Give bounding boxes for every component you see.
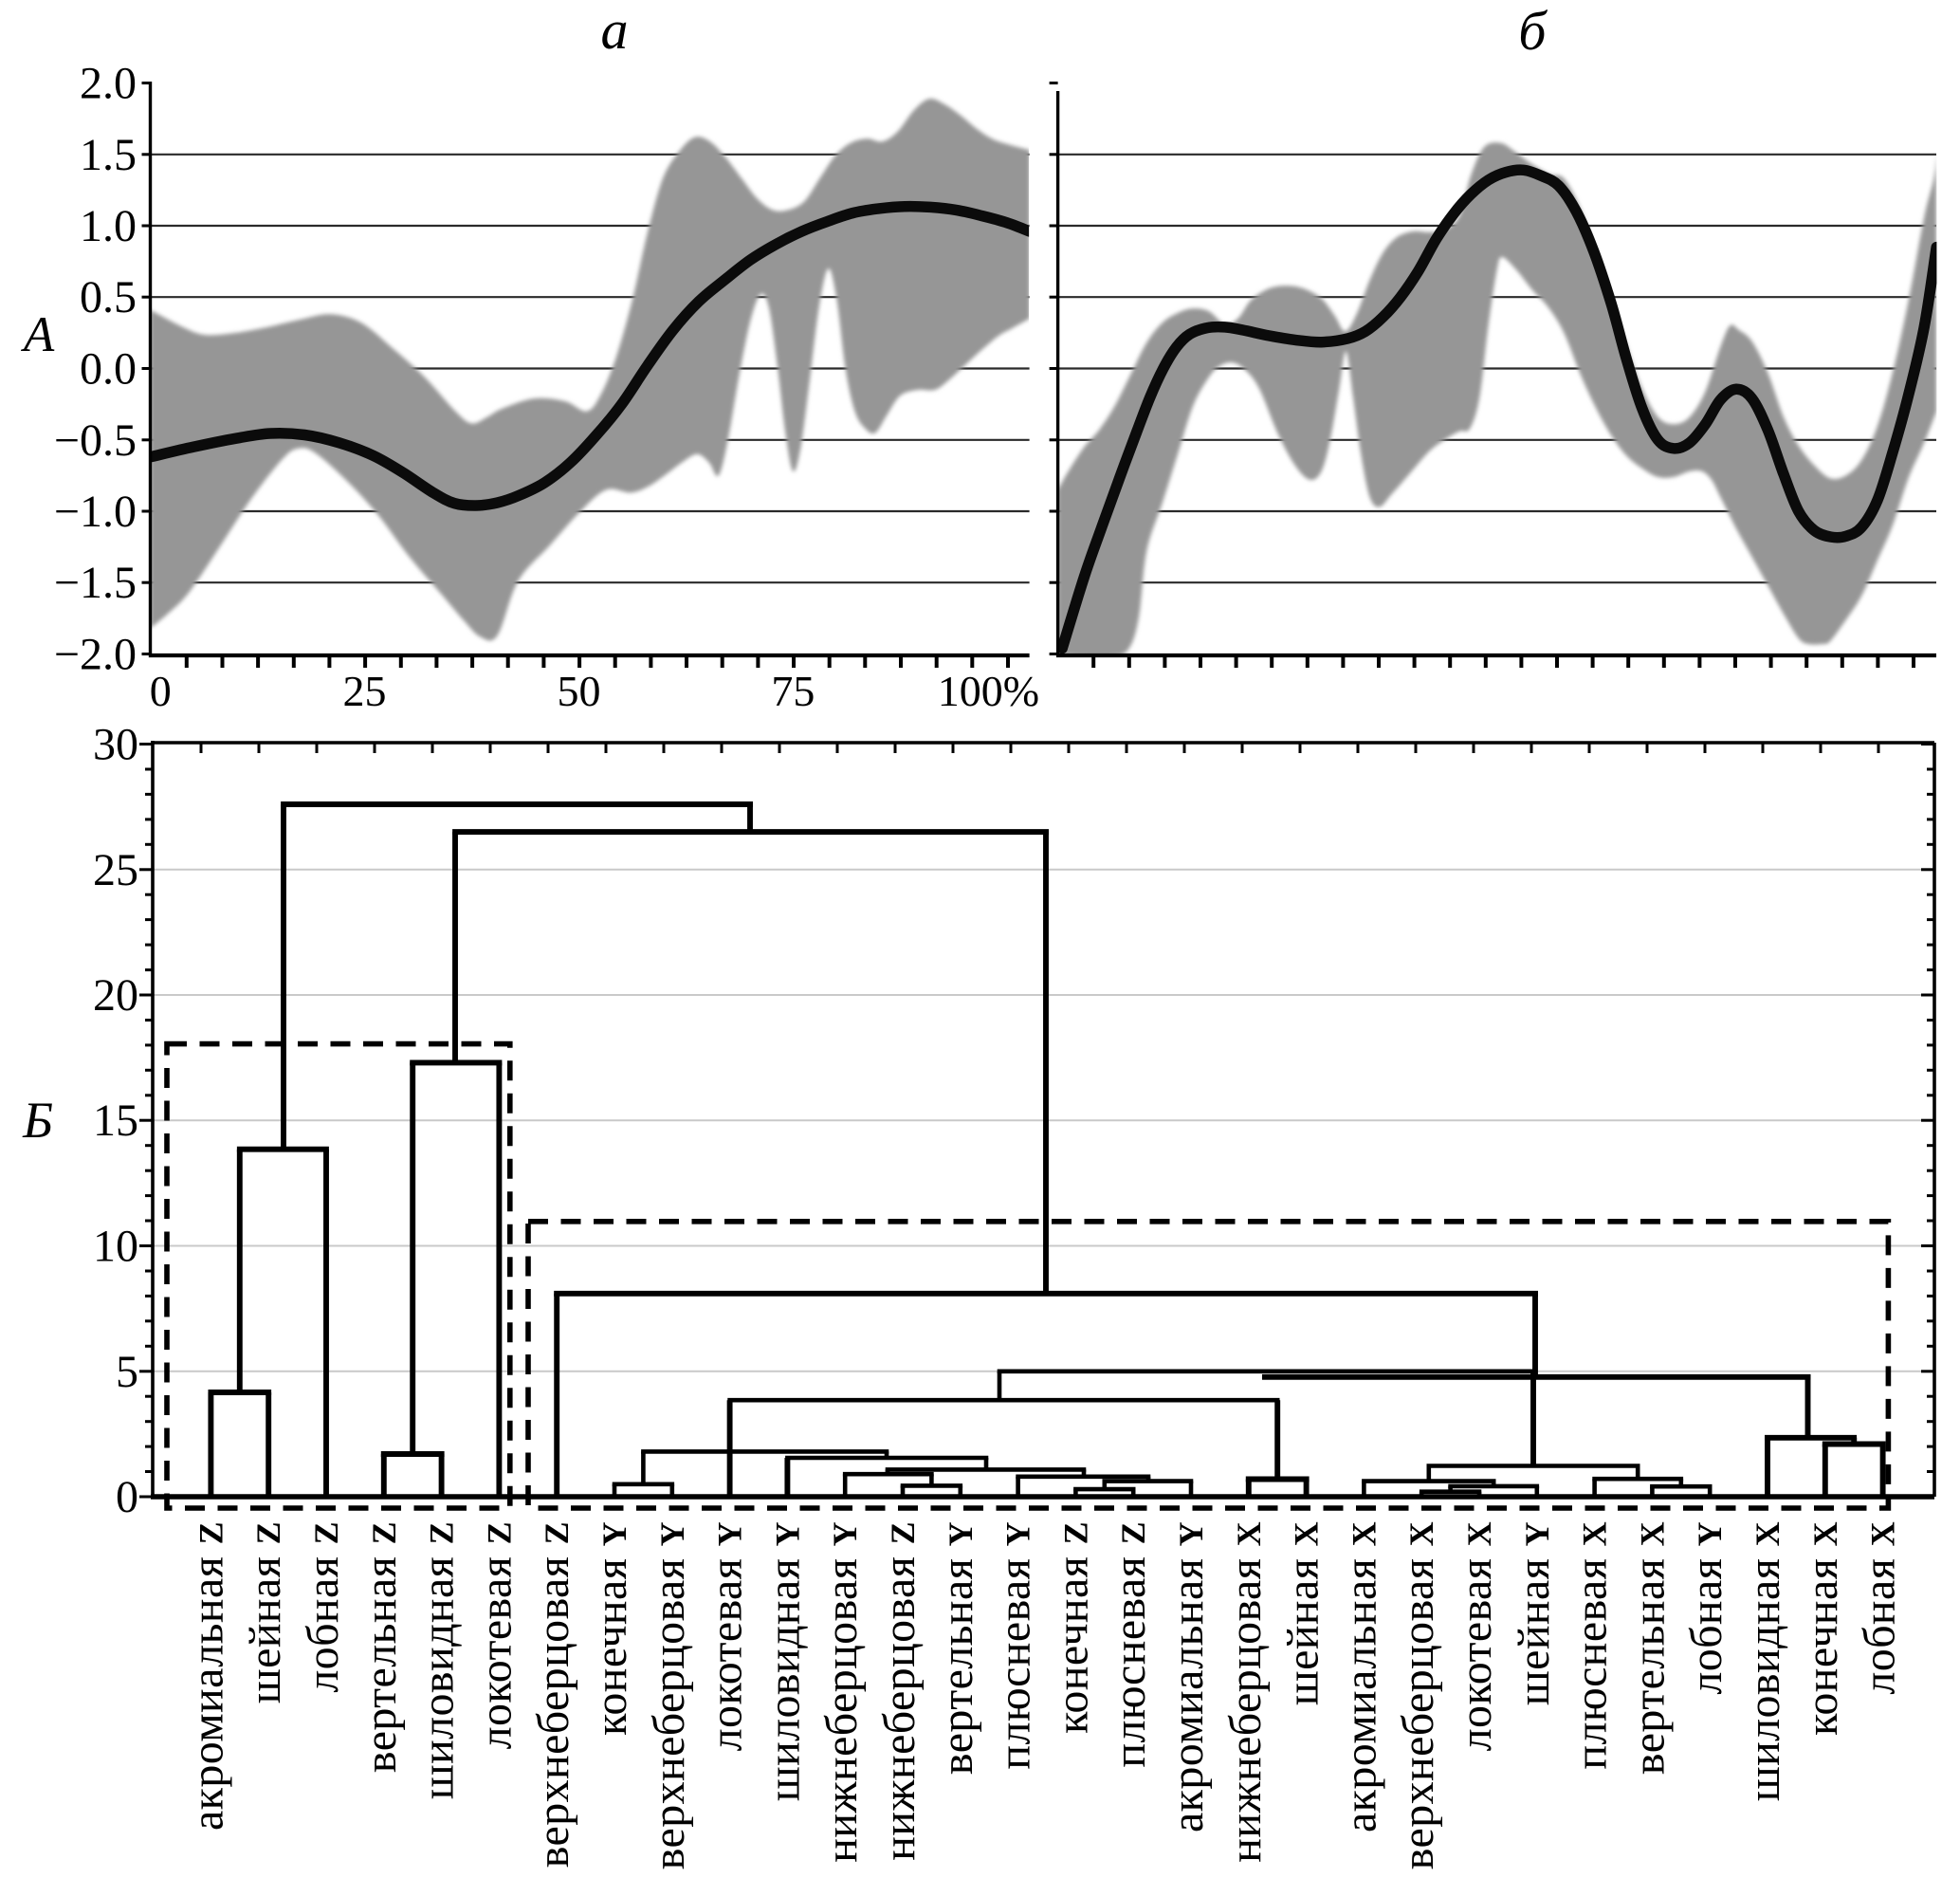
svg-text:−1.5: −1.5 [54, 558, 137, 608]
svg-text:локотевая Y: локотевая Y [702, 1521, 752, 1751]
svg-text:верхнеберцовая Z: верхнеберцовая Z [528, 1521, 578, 1868]
svg-text:0: 0 [150, 667, 172, 715]
svg-text:50: 50 [558, 667, 601, 715]
svg-text:20: 20 [93, 970, 138, 1021]
svg-text:вертельная X: вертельная X [1623, 1521, 1674, 1775]
svg-text:плюсневая Z: плюсневая Z [1105, 1521, 1155, 1768]
svg-text:10: 10 [93, 1222, 138, 1272]
svg-text:конечная X: конечная X [1797, 1521, 1847, 1736]
svg-text:2.0: 2.0 [80, 59, 137, 109]
svg-text:1.0: 1.0 [80, 201, 137, 251]
svg-text:конечная Z: конечная Z [1047, 1521, 1097, 1734]
svg-text:шиловидная Y: шиловидная Y [759, 1521, 809, 1801]
svg-text:акромиальная Z: акромиальная Z [182, 1521, 232, 1831]
svg-text:−1.0: −1.0 [54, 487, 137, 537]
svg-text:шиловидная Z: шиловидная Z [413, 1521, 464, 1799]
svg-text:нижнеберцовая Y: нижнеберцовая Y [816, 1521, 867, 1863]
svg-text:0: 0 [116, 1472, 138, 1522]
svg-text:100%: 100% [938, 667, 1039, 715]
svg-text:плюсневая X: плюсневая X [1566, 1521, 1617, 1770]
svg-text:шиловидная X: шиловидная X [1739, 1521, 1789, 1801]
svg-text:1.5: 1.5 [80, 130, 137, 180]
svg-text:верхнеберцовая Y: верхнеберцовая Y [644, 1521, 694, 1869]
svg-text:б: б [1518, 0, 1548, 62]
svg-text:75: 75 [771, 667, 815, 715]
svg-text:а: а [601, 0, 629, 61]
svg-text:локотевая Z: локотевая Z [470, 1521, 521, 1749]
svg-text:акромиальная X: акромиальная X [1335, 1521, 1385, 1832]
svg-text:лобная Y: лобная Y [1681, 1521, 1731, 1695]
svg-text:0.0: 0.0 [80, 344, 137, 395]
svg-text:А: А [21, 307, 55, 362]
svg-text:шейная X: шейная X [1278, 1521, 1328, 1705]
svg-text:верхнеберцовая X: верхнеберцовая X [1393, 1521, 1443, 1869]
svg-text:акромиальная Y: акромиальная Y [1163, 1521, 1213, 1832]
svg-text:25: 25 [343, 667, 387, 715]
svg-text:локотевая X: локотевая X [1451, 1521, 1501, 1751]
svg-text:25: 25 [93, 845, 138, 895]
svg-text:5: 5 [116, 1347, 138, 1397]
svg-text:нижнеберцовая Z: нижнеберцовая Z [874, 1521, 925, 1861]
svg-text:лобная X: лобная X [1855, 1521, 1905, 1695]
svg-text:лобная Z: лобная Z [298, 1521, 348, 1693]
svg-text:30: 30 [93, 720, 138, 770]
svg-text:вертельная Y: вертельная Y [932, 1521, 982, 1775]
svg-text:Б: Б [22, 1092, 53, 1149]
svg-text:шейная Z: шейная Z [240, 1521, 290, 1703]
svg-text:−2.0: −2.0 [54, 630, 137, 680]
svg-text:0.5: 0.5 [80, 272, 137, 322]
svg-text:конечная Y: конечная Y [586, 1521, 636, 1736]
svg-text:−0.5: −0.5 [54, 415, 137, 466]
svg-text:вертельная Z: вертельная Z [356, 1521, 406, 1773]
svg-text:плюсневая Y: плюсневая Y [990, 1521, 1040, 1770]
svg-text:нижнеберцовая X: нижнеберцовая X [1220, 1521, 1271, 1863]
svg-text:15: 15 [93, 1096, 138, 1146]
svg-text:шейная Y: шейная Y [1509, 1521, 1559, 1705]
